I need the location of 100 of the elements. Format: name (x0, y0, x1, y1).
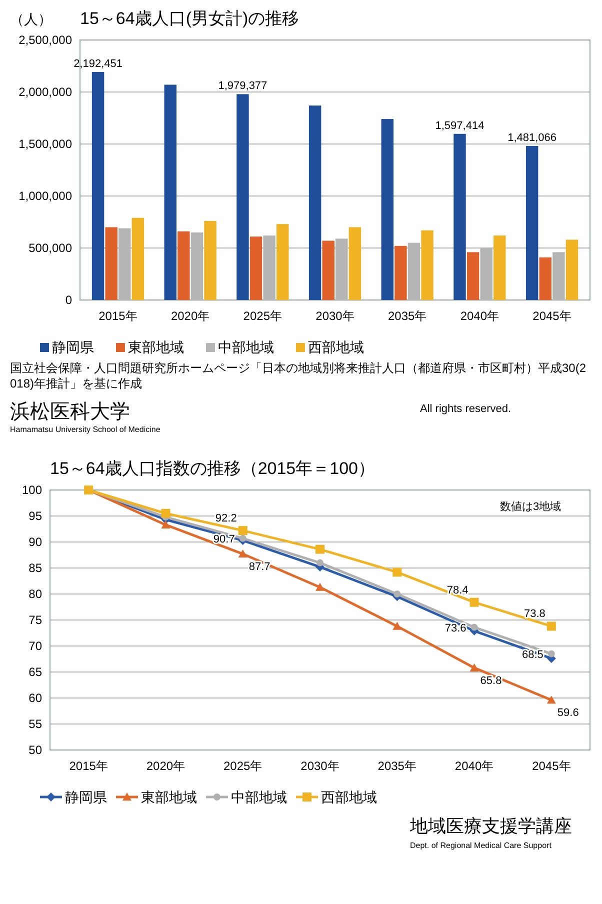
bar (421, 230, 434, 300)
y-tick-label: 1,500,000 (18, 137, 72, 152)
data-label: 1,597,414 (435, 120, 484, 132)
y-tick-label: 65 (28, 665, 42, 680)
data-label: 68.5 (522, 648, 544, 661)
legend-label: 中部地域 (218, 339, 274, 355)
bar (408, 242, 420, 300)
data-label: 78.4 (446, 584, 468, 596)
point (238, 526, 248, 536)
x-tick-label: 2025年 (243, 309, 282, 323)
x-tick-label: 2045年 (532, 309, 572, 323)
text: 地域医療支援学講座 (409, 816, 572, 836)
bar (336, 238, 348, 300)
bar (204, 220, 216, 300)
y-tick-label: 0 (65, 293, 72, 308)
point (470, 624, 478, 631)
bar (526, 146, 538, 300)
point (316, 559, 324, 566)
y-tick-label: 50 (28, 743, 42, 758)
data-label: 73.6 (444, 622, 466, 634)
legend-label: 東部地域 (141, 789, 197, 805)
legend-label: 西部地域 (308, 339, 364, 355)
data-label: 2,192,451 (74, 58, 122, 70)
bar (454, 134, 466, 300)
data-label: 92.2 (215, 512, 237, 525)
y-axis-title: （人） (10, 11, 52, 27)
y-tick-label: 500,000 (28, 241, 72, 256)
text: 浜松医科大学 (10, 401, 130, 423)
bar (566, 240, 578, 300)
x-tick-label: 2020年 (170, 309, 210, 323)
bar (539, 257, 552, 300)
legend-label: 東部地域 (128, 339, 184, 355)
bar (480, 248, 492, 300)
bar (322, 240, 334, 300)
data-label: 87.7 (248, 560, 270, 573)
data-label: 1,979,377 (218, 80, 268, 92)
y-tick-label: 100 (22, 483, 42, 498)
point (392, 622, 402, 630)
bar (164, 84, 176, 300)
y-tick-label: 70 (28, 639, 42, 654)
x-tick-label: 2035年 (378, 759, 416, 773)
chart-title: 15～64歳人口指数の推移（2015年＝100） (50, 459, 376, 478)
data-label: 90.7 (213, 533, 235, 546)
x-tick-label: 2015年 (69, 759, 108, 773)
data-label: 73.8 (524, 608, 546, 620)
point (161, 520, 170, 528)
bar (190, 232, 204, 300)
point (470, 598, 479, 607)
bar (92, 72, 104, 300)
legend-label: 静岡県 (65, 789, 107, 805)
y-tick-label: 55 (28, 717, 42, 732)
bar (308, 106, 322, 300)
y-tick-label: 60 (28, 691, 42, 706)
y-tick-label: 80 (28, 587, 42, 602)
y-tick-label: 75 (28, 613, 42, 628)
x-tick-label: 2040年 (454, 759, 494, 773)
bar (236, 94, 249, 300)
y-tick-label: 85 (28, 561, 42, 576)
point (392, 568, 402, 577)
bar (494, 236, 506, 300)
bar (348, 227, 362, 300)
point (394, 590, 401, 598)
point (546, 696, 556, 704)
data-label: 1,481,066 (508, 132, 557, 144)
point (316, 582, 324, 591)
legend-label: 西部地域 (321, 789, 377, 805)
y-tick-label: 95 (28, 509, 42, 524)
bar (466, 252, 480, 300)
annotation: 数値は3地域 (500, 500, 562, 513)
y-tick-label: 2,500,000 (18, 33, 72, 48)
x-tick-label: 2035年 (388, 309, 427, 323)
bar (394, 246, 407, 300)
point (239, 534, 246, 542)
text: Dept. of Regional Medical Care Support (410, 841, 552, 850)
text: Hamamatsu University School of Medicine (10, 425, 161, 434)
y-tick-label: 2,000,000 (18, 85, 72, 100)
point (546, 622, 556, 631)
x-tick-label: 2015年 (98, 309, 138, 323)
y-tick-label: 1,000,000 (18, 189, 72, 204)
point (238, 549, 248, 558)
point (470, 663, 479, 672)
point (161, 508, 170, 518)
data-label: 59.6 (557, 707, 579, 720)
bar (132, 218, 144, 300)
text: All rights reserved. (420, 403, 512, 415)
point (316, 544, 324, 554)
bar (381, 119, 394, 300)
x-tick-label: 2020年 (146, 759, 186, 773)
x-tick-label: 2045年 (532, 759, 571, 773)
data-label: 65.8 (480, 674, 502, 687)
x-tick-label: 2030年 (300, 759, 340, 773)
x-tick-label: 2030年 (316, 309, 354, 323)
y-tick-label: 90 (28, 535, 42, 550)
bar (552, 252, 565, 300)
bar (105, 227, 118, 300)
x-tick-label: 2040年 (460, 309, 500, 323)
bar (250, 236, 262, 300)
bar (276, 224, 289, 300)
bar (118, 228, 131, 300)
text: 国立社会保障・人口問題研究所ホームページ「日本の地域別将来推計人口（都道府県・市区町村）平成30(2018)年推計」を基に作成 (10, 361, 586, 391)
